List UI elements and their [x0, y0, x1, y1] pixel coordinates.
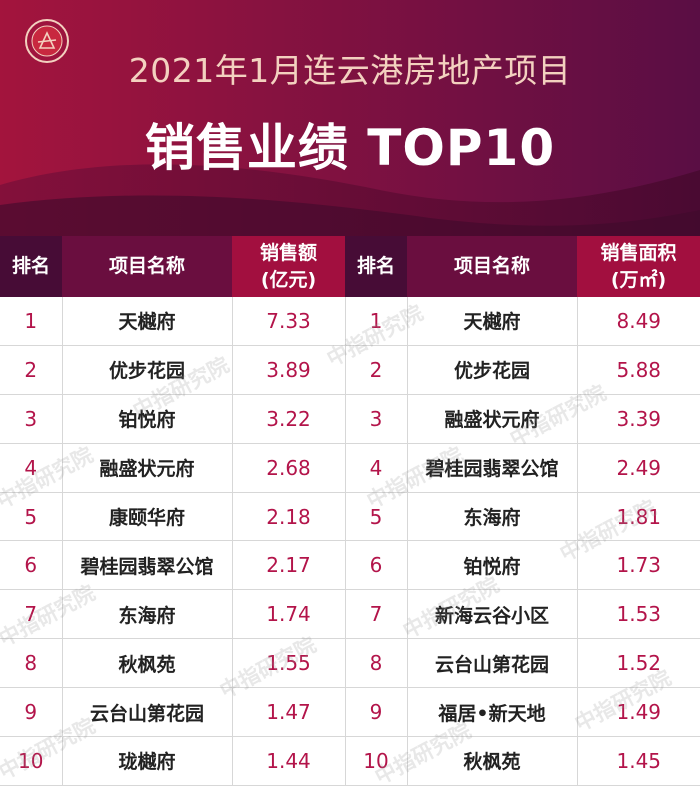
rank-cell: 8 — [0, 638, 63, 689]
sales-amount-header-line1: 销售额 — [259, 241, 317, 264]
table-header-row: 排名 项目名称 销售额 (亿元) 排名 项目名称 销售面积 (万㎡) — [0, 236, 700, 297]
project-name-cell: 碧桂园翡翠公馆 — [62, 540, 233, 591]
rank-column-header: 排名 — [0, 236, 62, 297]
rank-cell-2: 3 — [345, 394, 408, 444]
project-name-cell-2: 碧桂园翡翠公馆 — [407, 443, 578, 493]
rank-cell: 6 — [0, 540, 63, 591]
table-row: 7 东海府 1.74 7 新海云谷小区 1.53 — [0, 589, 700, 640]
sales-area-header-line1: 销售面积 — [600, 241, 677, 264]
table-row: 8 秋枫苑 1.55 8 云台山第花园 1.52 — [0, 638, 700, 689]
sales-amount-cell: 1.55 — [232, 638, 346, 689]
header-banner: 2021年1月连云港房地产项目 销售业绩 TOP10 — [0, 0, 700, 236]
project-name-cell: 铂悦府 — [62, 394, 233, 444]
ranking-table: 排名 项目名称 销售额 (亿元) 排名 项目名称 销售面积 (万㎡) 1 天樾府 7… — [0, 236, 700, 786]
sales-area-cell: 1.49 — [577, 687, 700, 738]
sales-area-cell: 5.88 — [577, 345, 700, 395]
sales-amount-cell: 2.17 — [232, 540, 346, 591]
sales-area-cell: 1.81 — [577, 492, 700, 542]
rank-cell-2: 9 — [345, 687, 408, 738]
project-name-cell-2: 新海云谷小区 — [407, 589, 578, 640]
project-name-cell-2: 优步花园 — [407, 345, 578, 395]
rank-cell-2: 8 — [345, 638, 408, 689]
project-name-cell-2: 云台山第花园 — [407, 638, 578, 689]
project-name-cell-2: 福居•新天地 — [407, 687, 578, 738]
china-index-academy-seal-icon — [24, 18, 70, 64]
sales-amount-column-header: 销售额 (亿元) — [232, 236, 345, 297]
rank-cell: 5 — [0, 492, 63, 542]
rank-column-header-2: 排名 — [345, 236, 407, 297]
sales-area-header-unit: (万㎡) — [610, 268, 667, 291]
sales-amount-cell: 2.18 — [232, 492, 346, 542]
sales-amount-header-unit: (亿元) — [260, 268, 317, 291]
table-row: 4 融盛状元府 2.68 4 碧桂园翡翠公馆 2.49 — [0, 443, 700, 493]
project-name-cell: 云台山第花园 — [62, 687, 233, 738]
rank-cell-2: 10 — [345, 736, 408, 786]
sales-amount-cell: 2.68 — [232, 443, 346, 493]
page-subtitle: 销售业绩 TOP10 — [144, 119, 556, 177]
header-background — [0, 0, 700, 236]
project-name-cell: 康颐华府 — [62, 492, 233, 542]
rank-cell: 3 — [0, 394, 63, 444]
table-row: 10 珑樾府 1.44 10 秋枫苑 1.45 — [0, 736, 700, 786]
table-row: 1 天樾府 7.33 1 天樾府 8.49 — [0, 297, 700, 346]
sales-amount-cell: 1.74 — [232, 589, 346, 640]
sales-amount-cell: 7.33 — [232, 297, 346, 346]
sales-area-cell: 2.49 — [577, 443, 700, 493]
sales-area-cell: 1.53 — [577, 589, 700, 640]
table-row: 6 碧桂园翡翠公馆 2.17 6 铂悦府 1.73 — [0, 540, 700, 591]
rank-cell-2: 1 — [345, 297, 408, 346]
rank-cell: 7 — [0, 589, 63, 640]
table-row: 5 康颐华府 2.18 5 东海府 1.81 — [0, 492, 700, 542]
project-name-cell-2: 东海府 — [407, 492, 578, 542]
table-row: 9 云台山第花园 1.47 9 福居•新天地 1.49 — [0, 687, 700, 738]
rank-cell-2: 4 — [345, 443, 408, 493]
table-row: 2 优步花园 3.89 2 优步花园 5.88 — [0, 345, 700, 395]
project-name-cell-2: 秋枫苑 — [407, 736, 578, 786]
project-name-cell-2: 铂悦府 — [407, 540, 578, 591]
rank-cell: 2 — [0, 345, 63, 395]
rank-cell: 10 — [0, 736, 63, 786]
rank-cell-2: 6 — [345, 540, 408, 591]
project-name-cell-2: 天樾府 — [407, 297, 578, 346]
page-title: 2021年1月连云港房地产项目 — [128, 51, 572, 90]
sales-area-cell: 1.73 — [577, 540, 700, 591]
sales-amount-cell: 1.44 — [232, 736, 346, 786]
project-name-cell-2: 融盛状元府 — [407, 394, 578, 444]
project-name-column-header: 项目名称 — [62, 236, 232, 297]
rank-cell: 1 — [0, 297, 63, 346]
project-name-cell: 珑樾府 — [62, 736, 233, 786]
project-name-cell: 天樾府 — [62, 297, 233, 346]
sales-area-column-header: 销售面积 (万㎡) — [577, 236, 700, 297]
sales-amount-cell: 1.47 — [232, 687, 346, 738]
rank-cell-2: 2 — [345, 345, 408, 395]
sales-area-cell: 1.45 — [577, 736, 700, 786]
project-name-cell: 东海府 — [62, 589, 233, 640]
rank-cell: 4 — [0, 443, 63, 493]
rank-cell-2: 7 — [345, 589, 408, 640]
project-name-cell: 融盛状元府 — [62, 443, 233, 493]
sales-area-cell: 3.39 — [577, 394, 700, 444]
rank-cell: 9 — [0, 687, 63, 738]
sales-amount-cell: 3.89 — [232, 345, 346, 395]
project-name-cell: 秋枫苑 — [62, 638, 233, 689]
project-name-column-header-2: 项目名称 — [407, 236, 577, 297]
sales-area-cell: 1.52 — [577, 638, 700, 689]
sales-amount-cell: 3.22 — [232, 394, 346, 444]
sales-area-cell: 8.49 — [577, 297, 700, 346]
table-row: 3 铂悦府 3.22 3 融盛状元府 3.39 — [0, 394, 700, 444]
project-name-cell: 优步花园 — [62, 345, 233, 395]
rank-cell-2: 5 — [345, 492, 408, 542]
